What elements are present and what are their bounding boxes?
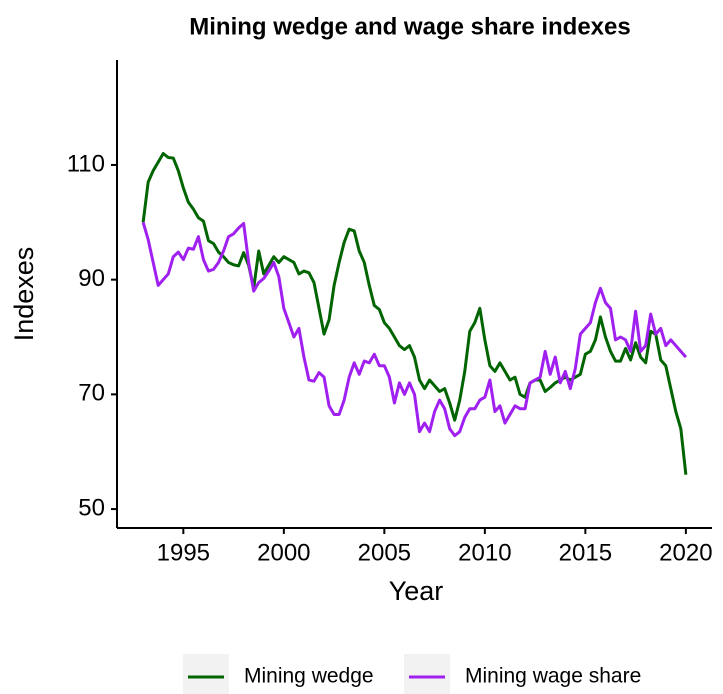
data-line	[141, 221, 687, 438]
y-tick-label: 110	[67, 150, 105, 177]
x-tick-label: 2015	[559, 539, 612, 566]
legend-key	[404, 654, 450, 694]
y-axis-title: Indexes	[9, 247, 39, 342]
y-tick-label: 70	[78, 380, 105, 407]
chart-title: Mining wedge and wage share indexes	[189, 13, 630, 40]
x-tick-label: 2000	[257, 539, 310, 566]
x-tick-label: 1995	[157, 539, 210, 566]
y-tick-label: 90	[78, 265, 105, 292]
legend-key	[183, 654, 229, 694]
x-tick-label: 2010	[458, 539, 511, 566]
x-tick-label: 2005	[358, 539, 411, 566]
x-tick-label: 2020	[659, 539, 712, 566]
x-axis-title: Year	[389, 576, 444, 606]
y-tick-label: 50	[78, 494, 105, 521]
data-line	[141, 151, 688, 475]
legend-label: Mining wedge	[244, 665, 374, 688]
legend-label: Mining wage share	[465, 665, 641, 688]
